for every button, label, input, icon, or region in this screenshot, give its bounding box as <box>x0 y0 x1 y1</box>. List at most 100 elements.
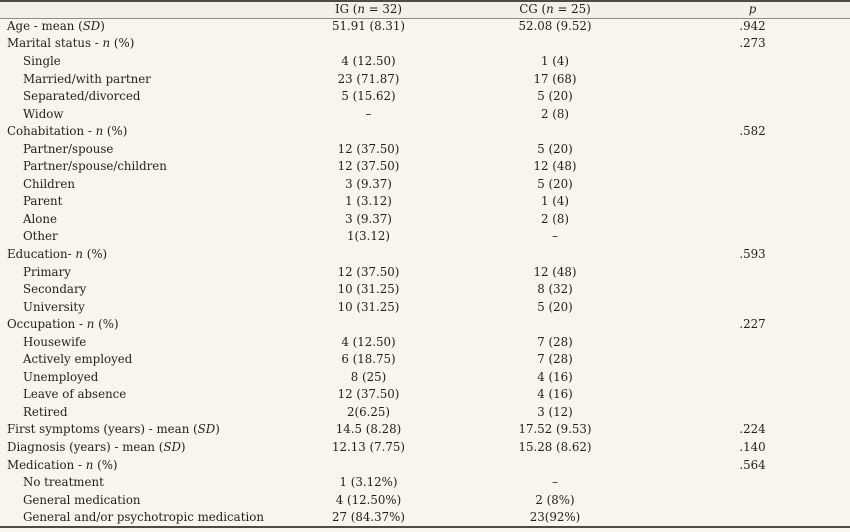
cg-value <box>455 123 655 141</box>
p-value <box>655 193 850 211</box>
row-label: Alone <box>23 211 57 226</box>
row-label: Retired <box>23 404 68 419</box>
cg-value: 5 (20) <box>537 141 573 156</box>
table-row: Separated/divorced 5 (15.62) 5 (20) <box>0 88 850 106</box>
table-header-row: IG (n = 32) CG (n = 25) p <box>0 1 850 18</box>
table-row: Secondary 10 (31.25) 8 (32) <box>0 281 850 299</box>
row-label: Secondary <box>23 282 87 297</box>
header-p: p <box>748 1 757 16</box>
p-value <box>655 211 850 229</box>
row-label: Parent <box>23 194 63 209</box>
ig-value: 23 (71.87) <box>337 71 400 86</box>
header-ig: IG (n = 32) <box>334 1 403 16</box>
p-value <box>655 264 850 282</box>
ig-value <box>282 246 455 264</box>
row-label: Single <box>23 53 61 68</box>
table-row: General medication 4 (12.50%) 2 (8%) <box>0 492 850 510</box>
row-label: Partner/spouse <box>23 141 114 156</box>
table-row: Actively employed 6 (18.75) 7 (28) <box>0 351 850 369</box>
ig-value: 1 (3.12%) <box>339 475 398 490</box>
row-label: Actively employed <box>23 352 133 367</box>
row-label: General medication <box>23 492 141 507</box>
ig-value: 6 (18.75) <box>341 352 396 367</box>
p-value <box>655 158 850 176</box>
cg-value: 23(92%) <box>529 509 581 524</box>
ig-value <box>282 123 455 141</box>
ig-value: 4 (12.50) <box>341 53 396 68</box>
row-label: Leave of absence <box>23 387 127 402</box>
table-body: Age - mean (SD) 51.91 (8.31) 52.08 (9.52).… <box>0 18 850 527</box>
cg-value: – <box>552 229 558 244</box>
table-row: Partner/spouse 12 (37.50) 5 (20) <box>0 141 850 159</box>
cg-value: 12 (48) <box>533 264 577 279</box>
cg-value: 5 (20) <box>537 299 573 314</box>
cg-value: 52.08 (9.52) <box>518 19 592 34</box>
ig-value: 51.91 (8.31) <box>332 19 405 34</box>
cg-value: 8 (32) <box>537 282 573 297</box>
ig-value <box>282 36 455 54</box>
cg-value: 2 (8) <box>541 106 569 121</box>
row-label: No treatment <box>23 475 104 490</box>
p-value: .564 <box>739 457 766 472</box>
p-value <box>655 53 850 71</box>
table-row: Cohabitation - n (%) .582 <box>0 123 850 141</box>
row-label: Marital status - n (%) <box>7 36 135 51</box>
cg-value <box>455 246 655 264</box>
row-label: Children <box>23 176 75 191</box>
row-label: University <box>23 299 85 314</box>
row-label: Age - mean (SD) <box>7 19 105 34</box>
cg-value: 1 (4) <box>541 53 569 68</box>
table-row: Marital status - n (%) .273 <box>0 36 850 54</box>
table-row: No treatment 1 (3.12%) – <box>0 474 850 492</box>
ig-value: 8 (25) <box>350 369 387 384</box>
table-row: Retired 2(6.25) 3 (12) <box>0 404 850 422</box>
ig-value: 27 (84.37%) <box>332 509 405 524</box>
p-value <box>655 404 850 422</box>
row-label: Cohabitation - n (%) <box>7 124 128 139</box>
p-value <box>655 281 850 299</box>
cg-value: 3 (12) <box>537 404 573 419</box>
row-label: Married/with partner <box>23 71 151 86</box>
table-row: Age - mean (SD) 51.91 (8.31) 52.08 (9.52).… <box>0 18 850 36</box>
cg-value: 7 (28) <box>537 334 573 349</box>
row-label: Housewife <box>23 334 87 349</box>
ig-value: 4 (12.50%) <box>335 492 402 507</box>
ig-value: 12.13 (7.75) <box>332 440 405 454</box>
p-value: .140 <box>739 440 766 454</box>
p-value: .593 <box>739 246 766 261</box>
p-value <box>655 71 850 89</box>
row-label: Separated/divorced <box>23 89 141 104</box>
table-header: IG (n = 32) CG (n = 25) p <box>0 1 850 18</box>
row-label: Primary <box>23 264 71 279</box>
row-label: Diagnosis (years) - mean (SD) <box>7 440 186 454</box>
ig-value: 2(6.25) <box>347 404 390 419</box>
row-label: Other <box>23 229 58 244</box>
ig-value <box>282 457 455 475</box>
row-label: Unemployed <box>23 369 99 384</box>
cg-value: 5 (20) <box>537 176 573 191</box>
cg-value <box>455 316 655 334</box>
table-row: Other 1(3.12) – <box>0 229 850 247</box>
cg-value: 2 (8%) <box>535 492 575 507</box>
row-label: Widow <box>23 106 64 121</box>
p-value <box>655 229 850 247</box>
table-row: Diagnosis (years) - mean (SD) 12.13 (7.75… <box>0 439 850 457</box>
ig-value: 3 (9.37) <box>345 211 392 226</box>
p-value <box>655 141 850 159</box>
ig-value: 5 (15.62) <box>341 89 396 104</box>
header-cg: CG (n = 25) <box>519 1 591 16</box>
cg-value: 4 (16) <box>537 387 573 402</box>
cg-value: 12 (48) <box>533 159 577 174</box>
p-value <box>655 386 850 404</box>
ig-value: 12 (37.50) <box>337 264 400 279</box>
ig-value: 10 (31.25) <box>337 282 400 297</box>
ig-value: 12 (37.50) <box>337 159 400 174</box>
p-value: .942 <box>739 19 766 34</box>
p-value <box>655 492 850 510</box>
table-row: Parent 1 (3.12) 1 (4) <box>0 193 850 211</box>
header-empty-cell <box>0 1 282 18</box>
row-label: First symptoms (years) - mean (SD) <box>7 422 220 437</box>
row-label: Partner/spouse/children <box>23 159 167 174</box>
ig-value: 12 (37.50) <box>337 141 400 156</box>
p-value <box>655 299 850 317</box>
